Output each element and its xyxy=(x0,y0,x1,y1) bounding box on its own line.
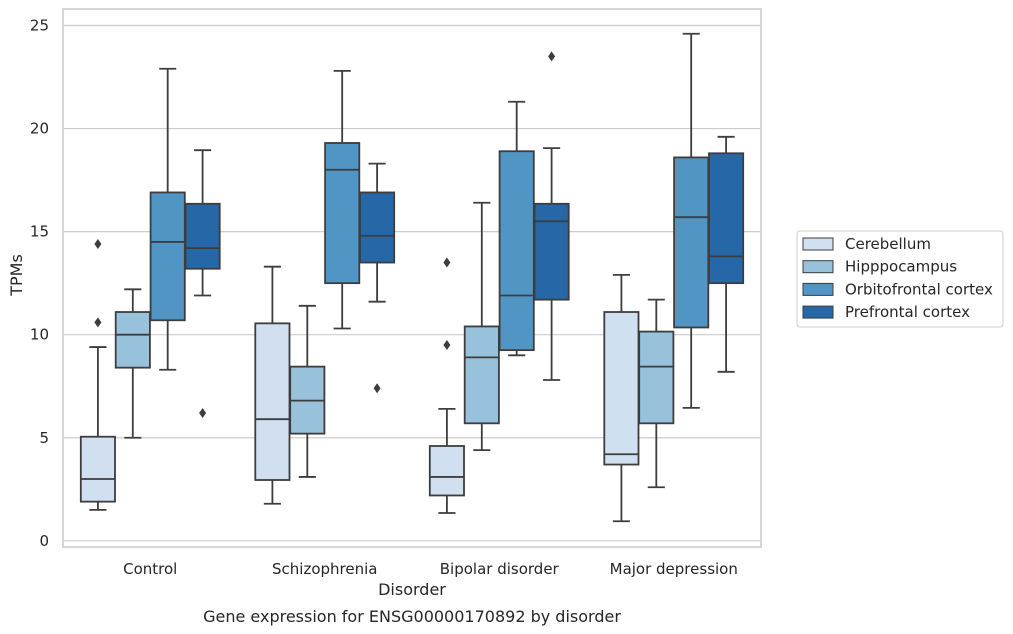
legend-swatch xyxy=(802,282,834,296)
x-tick-labels: Control Schizophrenia Bipolar disorder Majo… xyxy=(123,560,738,578)
legend-swatch xyxy=(802,260,834,274)
y-axis-label: TPMs xyxy=(7,254,26,297)
box-hipppocampus xyxy=(638,298,675,489)
legend: Cerebellum Hipppocampus Orbitofrontal cort… xyxy=(796,230,1004,328)
x-tick-label: Schizophrenia xyxy=(272,560,377,578)
outlier-point xyxy=(94,238,102,249)
legend-label: Cerebellum xyxy=(845,235,931,253)
box-cerebellum xyxy=(603,274,640,523)
box-iqr xyxy=(324,142,361,285)
legend-swatch xyxy=(802,305,834,319)
legend-label: Orbitofrontal cortex xyxy=(845,280,993,298)
box-hipppocampus xyxy=(289,304,326,478)
y-tick-label: 25 xyxy=(30,16,49,34)
box-cerebellum xyxy=(79,238,116,511)
box-iqr xyxy=(79,435,116,503)
box-orbitofrontal-cortex xyxy=(498,100,535,357)
y-tick-label: 10 xyxy=(30,326,49,344)
box-iqr xyxy=(463,325,500,425)
legend-swatch xyxy=(802,237,834,251)
box-hipppocampus xyxy=(463,201,500,452)
box-iqr xyxy=(184,202,221,270)
box-iqr xyxy=(638,330,675,425)
box-cerebellum xyxy=(428,257,465,514)
box-iqr xyxy=(149,191,186,322)
outlier-point xyxy=(443,257,451,268)
box-iqr xyxy=(603,311,640,466)
boxes xyxy=(79,32,745,523)
legend-frame xyxy=(796,230,1004,328)
outlier-point xyxy=(94,317,102,328)
y-tick-label: 5 xyxy=(39,429,49,447)
box-iqr xyxy=(708,152,745,285)
x-tick-label: Bipolar disorder xyxy=(440,560,560,578)
chart-title: Gene expression for ENSG00000170892 by d… xyxy=(203,607,621,626)
box-iqr xyxy=(498,150,535,352)
box-prefrontal-cortex xyxy=(359,162,396,394)
box-iqr xyxy=(254,322,291,481)
y-tick-label: 0 xyxy=(39,532,49,550)
plot-frame xyxy=(62,8,762,548)
box-orbitofrontal-cortex xyxy=(673,32,710,409)
box-iqr xyxy=(533,202,570,301)
x-axis-label: Disorder xyxy=(378,580,446,599)
box-iqr xyxy=(428,445,465,497)
box-prefrontal-cortex xyxy=(533,51,570,381)
box-orbitofrontal-cortex xyxy=(149,67,186,371)
outlier-point xyxy=(443,339,451,350)
y-tick-labels: 0 5 10 15 20 25 xyxy=(30,16,49,549)
legend-label: Hipppocampus xyxy=(845,258,957,276)
box-prefrontal-cortex xyxy=(708,135,745,373)
x-tick-label: Major depression xyxy=(610,560,738,578)
box-iqr xyxy=(114,311,151,369)
box-cerebellum xyxy=(254,265,291,505)
outlier-point xyxy=(199,408,207,419)
box-orbitofrontal-cortex xyxy=(324,69,361,330)
legend-label: Prefrontal cortex xyxy=(845,303,970,321)
y-tick-label: 15 xyxy=(30,223,49,241)
y-tick-label: 20 xyxy=(30,120,49,138)
x-tick-label: Control xyxy=(123,560,177,578)
box-prefrontal-cortex xyxy=(184,149,221,419)
outlier-point xyxy=(373,383,381,394)
box-hipppocampus xyxy=(114,288,151,439)
box-iqr xyxy=(673,156,710,329)
box-iqr xyxy=(359,191,396,264)
outlier-point xyxy=(548,51,556,62)
